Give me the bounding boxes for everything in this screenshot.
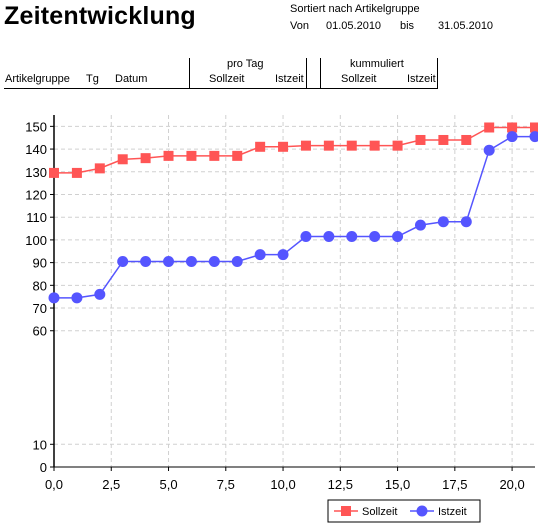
istzeit-point bbox=[185, 255, 197, 267]
istzeit-point bbox=[529, 131, 538, 143]
y-tick-label: 140 bbox=[25, 142, 47, 157]
istzeit-point bbox=[94, 288, 106, 300]
legend-box bbox=[327, 499, 481, 523]
legend-label: Sollzeit bbox=[362, 506, 397, 518]
sollzeit-point bbox=[415, 134, 426, 145]
legend-marker-circle bbox=[416, 505, 428, 517]
sollzeit-point bbox=[255, 141, 266, 152]
istzeit-point bbox=[460, 216, 472, 228]
sort-label: Sortiert nach Artikelgruppe bbox=[290, 3, 420, 15]
y-tick-label: 0 bbox=[40, 460, 47, 475]
legend-label: Istzeit bbox=[438, 506, 467, 518]
istzeit-point bbox=[483, 144, 495, 156]
istzeit-point bbox=[369, 230, 381, 242]
y-tick-label: 70 bbox=[33, 301, 47, 316]
istzeit-point bbox=[414, 219, 426, 231]
column-divider bbox=[437, 58, 438, 88]
x-tick-label: 7,5 bbox=[217, 477, 235, 492]
istzeit-point bbox=[300, 230, 312, 242]
y-tick-label: 80 bbox=[33, 278, 47, 293]
sollzeit-point bbox=[71, 167, 82, 178]
istzeit-point bbox=[254, 249, 266, 261]
chart-axes: 0 10 60 70 80 90 100 110 120 130 140 150 0,0 2,5 5,0 7,… bbox=[25, 115, 535, 492]
istzeit-point bbox=[48, 292, 60, 304]
report-title: Zeitentwicklung bbox=[4, 2, 196, 30]
sollzeit-point bbox=[232, 150, 243, 161]
istzeit-point bbox=[208, 255, 220, 267]
chart-grid bbox=[54, 115, 535, 467]
x-tick-label: 5,0 bbox=[159, 477, 177, 492]
istzeit-point bbox=[277, 249, 289, 261]
sollzeit-point bbox=[507, 122, 518, 133]
column-group-pro-tag: pro Tag bbox=[227, 58, 264, 70]
sollzeit-point bbox=[163, 150, 174, 161]
from-date: 01.05.2010 bbox=[326, 20, 382, 32]
column-datum: Datum bbox=[115, 73, 148, 85]
sollzeit-point bbox=[140, 153, 151, 164]
x-tick-label: 0,0 bbox=[45, 477, 63, 492]
istzeit-point bbox=[117, 255, 129, 267]
x-tick-label: 12,5 bbox=[328, 477, 353, 492]
legend-marker-square bbox=[341, 506, 351, 516]
column-sollzeit-pro-tag: Sollzeit bbox=[209, 73, 245, 85]
y-tick-label: 10 bbox=[33, 437, 47, 452]
sollzeit-point bbox=[392, 140, 403, 151]
istzeit-point bbox=[437, 216, 449, 228]
column-divider bbox=[306, 58, 307, 88]
y-tick-label: 130 bbox=[25, 165, 47, 180]
chart-series bbox=[48, 122, 538, 304]
from-label: Von bbox=[290, 20, 309, 32]
series-line-sollzeit bbox=[54, 126, 535, 174]
to-label: bis bbox=[400, 20, 415, 32]
istzeit-point bbox=[163, 255, 175, 267]
column-divider bbox=[189, 58, 190, 88]
column-divider bbox=[320, 58, 321, 88]
sollzeit-point bbox=[117, 154, 128, 165]
sollzeit-point bbox=[49, 167, 59, 178]
y-tick-label: 100 bbox=[25, 233, 47, 248]
to-date: 31.05.2010 bbox=[438, 20, 494, 32]
series-line-istzeit bbox=[54, 135, 535, 299]
y-tick-label: 120 bbox=[25, 187, 47, 202]
y-tick-label: 150 bbox=[25, 119, 47, 134]
sollzeit-point bbox=[186, 150, 197, 161]
column-sollzeit-kummuliert: Sollzeit bbox=[341, 73, 377, 85]
sollzeit-point bbox=[94, 163, 105, 174]
chart-legend: Sollzeit Istzeit bbox=[327, 499, 481, 523]
istzeit-point bbox=[140, 255, 152, 267]
sollzeit-point bbox=[369, 140, 380, 151]
y-tick-label: 90 bbox=[33, 256, 47, 271]
y-tick-label: 110 bbox=[26, 210, 47, 225]
column-istzeit-pro-tag: Istzeit bbox=[275, 73, 304, 85]
sollzeit-point bbox=[323, 140, 334, 151]
istzeit-point bbox=[392, 230, 404, 242]
istzeit-point bbox=[71, 292, 83, 304]
istzeit-point bbox=[231, 255, 243, 267]
sollzeit-point bbox=[461, 134, 472, 145]
sollzeit-point bbox=[300, 140, 311, 151]
header-underline bbox=[4, 88, 438, 89]
x-tick-label: 17,5 bbox=[442, 477, 467, 492]
istzeit-point bbox=[346, 230, 358, 242]
x-tick-label: 2,5 bbox=[102, 477, 120, 492]
x-tick-label: 20,0 bbox=[499, 477, 524, 492]
x-tick-label: 15,0 bbox=[385, 477, 410, 492]
istzeit-point bbox=[506, 131, 518, 143]
sollzeit-point bbox=[530, 122, 538, 133]
sollzeit-point bbox=[346, 140, 357, 151]
sollzeit-point bbox=[438, 134, 449, 145]
column-istzeit-kummuliert: Istzeit bbox=[407, 73, 436, 85]
sollzeit-point bbox=[278, 141, 289, 152]
y-tick-label: 60 bbox=[33, 324, 47, 339]
column-group-kummuliert: kummuliert bbox=[350, 58, 404, 70]
sollzeit-point bbox=[209, 150, 220, 161]
column-tg: Tg bbox=[86, 73, 99, 85]
sollzeit-point bbox=[484, 122, 495, 133]
column-artikelgruppe: Artikelgruppe bbox=[5, 73, 70, 85]
x-tick-label: 10,0 bbox=[270, 477, 295, 492]
istzeit-point bbox=[323, 230, 335, 242]
